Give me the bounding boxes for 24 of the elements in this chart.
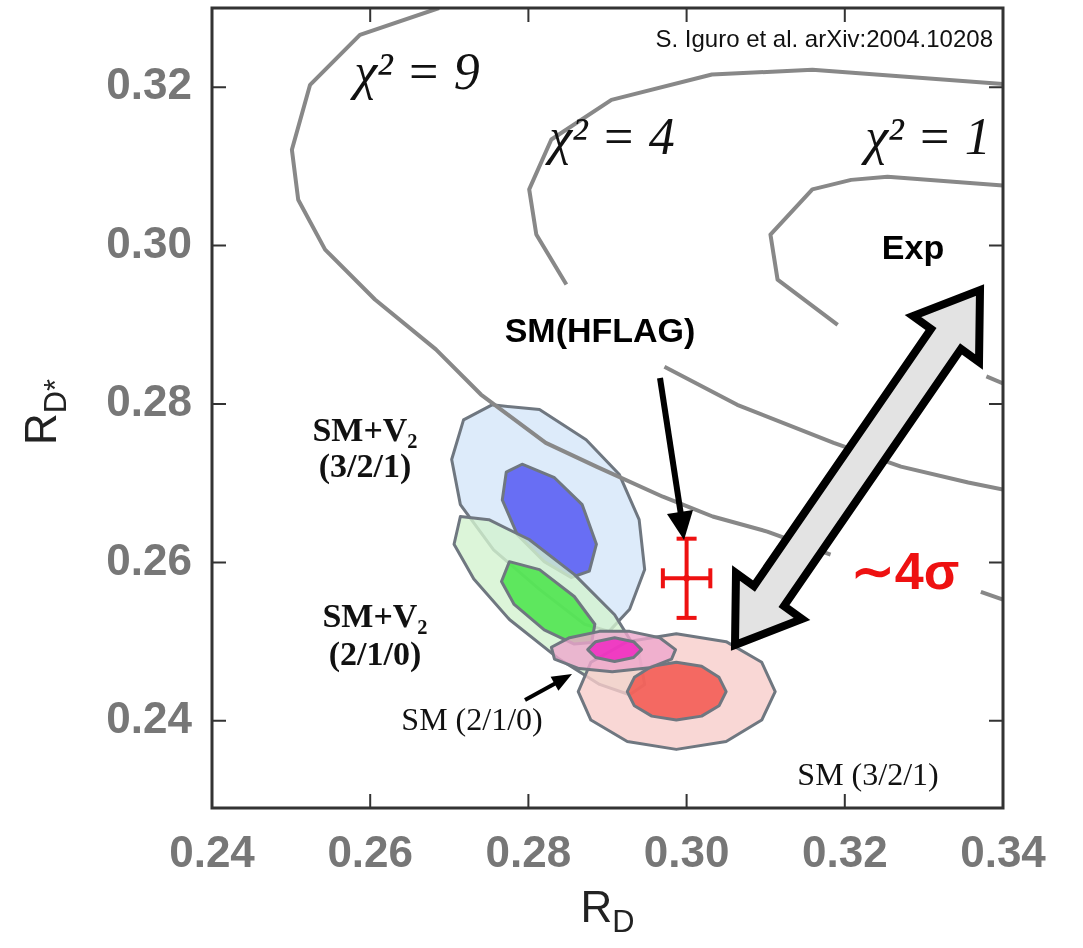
annotation: ∼4σ: [850, 542, 960, 601]
annotation: (2/1/0): [328, 634, 422, 673]
y-tick-label: 0.30: [106, 217, 192, 267]
annotation: SM+V₂: [312, 410, 418, 448]
x-tick-label: 0.24: [169, 826, 256, 876]
y-tick-label: 0.26: [106, 534, 192, 584]
annotation: SM (3/2/1): [797, 756, 939, 793]
annotation: SM+V₂: [322, 596, 428, 634]
y-tick-label: 0.28: [106, 376, 192, 426]
x-axis-title: R$_{D}$: [579, 882, 636, 940]
x-tick-label: 0.34: [960, 826, 1047, 876]
y-tick-label: 0.24: [106, 693, 193, 743]
annotation: Exp: [881, 228, 945, 267]
annotation: χ² = 9: [349, 42, 480, 100]
annotation: χ² = 4: [544, 107, 675, 165]
x-tick-label: 0.26: [327, 826, 414, 876]
annotation: χ² = 1: [860, 107, 991, 165]
x-tick-label: 0.28: [485, 826, 572, 876]
x-tick-label: 0.30: [643, 826, 730, 876]
annotation: S. Iguro et al. arXiv:2004.10208: [655, 24, 993, 52]
annotation: SM(HFLAG): [504, 311, 696, 350]
annotation: SM (2/1/0): [401, 701, 543, 738]
y-tick-label: 0.32: [106, 59, 192, 109]
x-tick-label: 0.32: [801, 826, 888, 876]
